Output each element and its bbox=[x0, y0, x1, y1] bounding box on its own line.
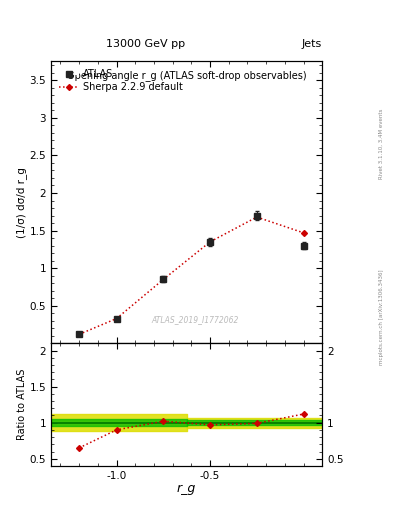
Text: 13000 GeV pp: 13000 GeV pp bbox=[107, 38, 185, 49]
X-axis label: r_g: r_g bbox=[177, 482, 196, 495]
Text: mcplots.cern.ch [arXiv:1306.3436]: mcplots.cern.ch [arXiv:1306.3436] bbox=[379, 270, 384, 365]
Legend: ATLAS, Sherpa 2.2.9 default: ATLAS, Sherpa 2.2.9 default bbox=[56, 66, 186, 95]
Text: Rivet 3.1.10, 3.4M events: Rivet 3.1.10, 3.4M events bbox=[379, 108, 384, 179]
Text: Opening angle r_g (ATLAS soft-drop observables): Opening angle r_g (ATLAS soft-drop obser… bbox=[67, 70, 307, 81]
Y-axis label: Ratio to ATLAS: Ratio to ATLAS bbox=[17, 369, 27, 440]
Text: ATLAS_2019_I1772062: ATLAS_2019_I1772062 bbox=[151, 315, 239, 324]
Y-axis label: (1/σ) dσ/d r_g: (1/σ) dσ/d r_g bbox=[16, 167, 27, 238]
Text: Jets: Jets bbox=[302, 38, 322, 49]
